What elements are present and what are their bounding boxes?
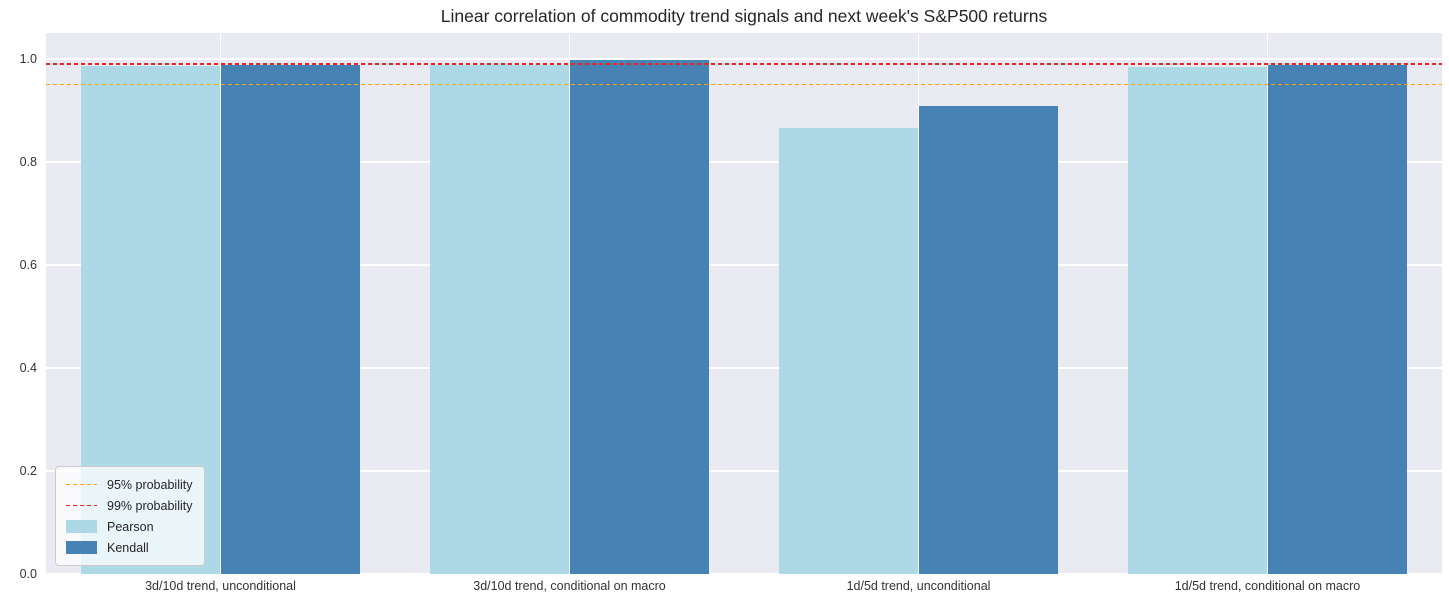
legend-item-pearson: Pearson xyxy=(66,516,192,537)
gridline-vertical xyxy=(568,33,571,574)
plot-area: 95% probability 99% probability Pearson Ken… xyxy=(46,33,1442,575)
gridline-horizontal xyxy=(46,367,1442,369)
y-axis-tick-label: 0.6 xyxy=(19,257,37,272)
bar-kendall-2 xyxy=(918,105,1059,574)
legend-label: 95% probability xyxy=(107,477,193,492)
reference-line-99 xyxy=(46,63,1442,65)
y-axis-tick-label: 0.8 xyxy=(19,154,37,169)
bar-pearson-3 xyxy=(1127,66,1268,574)
legend-swatch-pearson xyxy=(66,520,97,533)
gridline-horizontal xyxy=(46,161,1442,163)
bar-kendall-3 xyxy=(1267,65,1408,574)
legend-label: 99% probability xyxy=(107,498,193,513)
bar-pearson-2 xyxy=(778,128,919,574)
y-axis-tick-label: 0.0 xyxy=(19,567,37,581)
x-axis-category-label: 3d/10d trend, unconditional xyxy=(145,579,296,593)
legend-item-95: 95% probability xyxy=(66,474,192,495)
legend-item-kendall: Kendall xyxy=(66,537,192,558)
x-axis-category-label: 1d/5d trend, unconditional xyxy=(846,579,991,593)
legend-swatch-95 xyxy=(66,483,97,486)
legend-label: Kendall xyxy=(107,540,149,555)
gridline-horizontal xyxy=(46,470,1442,472)
legend-item-99: 99% probability xyxy=(66,495,192,516)
gridline-vertical xyxy=(1266,33,1269,574)
bar-kendall-1 xyxy=(569,59,710,574)
bar-pearson-1 xyxy=(429,64,570,574)
y-axis-tick-label: 1.0 xyxy=(19,51,37,66)
legend-swatch-99 xyxy=(66,504,97,507)
gridline-vertical xyxy=(219,33,222,574)
bar-kendall-0 xyxy=(220,65,361,574)
legend-label: Pearson xyxy=(107,519,154,534)
gridline-horizontal xyxy=(46,573,1442,575)
legend-swatch-kendall xyxy=(66,541,97,554)
y-axis-tick-label: 0.4 xyxy=(19,360,37,375)
gridline-horizontal xyxy=(46,57,1442,60)
chart-title: Linear correlation of commodity trend si… xyxy=(440,6,1048,26)
gridline-vertical xyxy=(917,33,920,574)
x-axis-category-label: 1d/5d trend, conditional on macro xyxy=(1174,579,1361,593)
y-axis-tick-label: 0.2 xyxy=(19,463,37,478)
gridline-horizontal xyxy=(46,264,1442,266)
legend: 95% probability 99% probability Pearson Ken… xyxy=(55,466,206,566)
reference-line-95 xyxy=(46,83,1442,86)
x-axis-category-label: 3d/10d trend, conditional on macro xyxy=(473,579,666,593)
